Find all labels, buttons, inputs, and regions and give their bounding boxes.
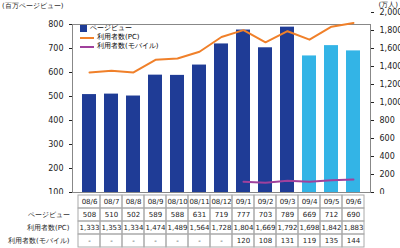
svg-text:1,474: 1,474 [145, 224, 166, 232]
svg-text:100: 100 [48, 188, 63, 194]
svg-text:600: 600 [380, 134, 395, 143]
svg-text:700: 700 [48, 44, 63, 53]
svg-text:800: 800 [380, 116, 395, 125]
svg-text:09/4: 09/4 [302, 198, 318, 206]
svg-text:777: 777 [237, 211, 250, 219]
svg-text:-: - [198, 237, 201, 245]
svg-text:800: 800 [48, 20, 63, 29]
svg-text:508: 508 [83, 211, 96, 219]
svg-text:1,728: 1,728 [211, 224, 231, 232]
svg-text:0: 0 [380, 188, 385, 194]
svg-text:690: 690 [347, 211, 360, 219]
svg-text:09/3: 09/3 [280, 198, 296, 206]
svg-text:-: - [220, 237, 223, 245]
svg-text:502: 502 [127, 211, 140, 219]
svg-text:08/12: 08/12 [211, 198, 231, 206]
html-text:(万人): (万人) [378, 1, 398, 9]
svg-text:119: 119 [303, 237, 316, 245]
svg-text:-: - [88, 237, 91, 245]
svg-text:120: 120 [237, 237, 250, 245]
svg-text:1,400: 1,400 [380, 62, 400, 71]
svg-text:600: 600 [48, 68, 63, 77]
svg-text:1,600: 1,600 [380, 44, 400, 53]
svg-text:1,842: 1,842 [321, 224, 341, 232]
svg-text:08/6: 08/6 [82, 198, 98, 206]
svg-text:135: 135 [325, 237, 338, 245]
svg-text:1,564: 1,564 [189, 224, 210, 232]
html-text:利用者数(モバイル): 利用者数(モバイル) [97, 42, 159, 50]
svg-text:300: 300 [48, 140, 63, 149]
svg-text:400: 400 [48, 116, 63, 125]
svg-text:200: 200 [380, 170, 395, 179]
svg-text:631: 631 [193, 211, 206, 219]
svg-text:1,000: 1,000 [380, 98, 400, 107]
svg-text:-: - [110, 237, 113, 245]
svg-text:08/11: 08/11 [189, 198, 209, 206]
svg-text:08/10: 08/10 [167, 198, 187, 206]
svg-text:703: 703 [259, 211, 272, 219]
svg-text:589: 589 [149, 211, 162, 219]
svg-text:-: - [154, 237, 157, 245]
svg-text:1,489: 1,489 [167, 224, 187, 232]
svg-text:08/7: 08/7 [104, 198, 120, 206]
svg-text:669: 669 [303, 211, 316, 219]
html-text:ページビュー: ページビュー [90, 24, 132, 32]
svg-text:712: 712 [325, 211, 338, 219]
svg-text:09/2: 09/2 [258, 198, 274, 206]
svg-text:-: - [176, 237, 179, 245]
svg-text:1,804: 1,804 [233, 224, 254, 232]
svg-text:1,698: 1,698 [299, 224, 319, 232]
svg-text:-: - [132, 237, 135, 245]
svg-text:719: 719 [215, 211, 228, 219]
svg-text:200: 200 [48, 164, 63, 173]
svg-text:08/8: 08/8 [126, 198, 142, 206]
svg-text:108: 108 [259, 237, 272, 245]
svg-text:144: 144 [347, 237, 361, 245]
svg-text:510: 510 [105, 211, 118, 219]
svg-text:09/1: 09/1 [236, 198, 252, 206]
svg-text:利用者数(モバイル): 利用者数(モバイル) [8, 237, 70, 245]
svg-text:08/9: 08/9 [148, 198, 164, 206]
html-text:利用者数(PC): 利用者数(PC) [97, 33, 140, 41]
svg-text:1,334: 1,334 [123, 224, 144, 232]
svg-text:131: 131 [281, 237, 294, 245]
html-text:(百万ページビュー): (百万ページビュー) [2, 2, 64, 10]
svg-text:1,353: 1,353 [101, 224, 121, 232]
svg-text:500: 500 [48, 92, 63, 101]
svg-text:400: 400 [380, 152, 395, 161]
svg-text:09/6: 09/6 [346, 198, 362, 206]
svg-text:利用者数(PC): 利用者数(PC) [27, 224, 70, 232]
svg-text:1,333: 1,333 [79, 224, 99, 232]
svg-text:1,669: 1,669 [255, 224, 275, 232]
svg-text:1,883: 1,883 [343, 224, 363, 232]
svg-text:588: 588 [171, 211, 184, 219]
svg-text:1,800: 1,800 [380, 26, 400, 35]
svg-text:789: 789 [281, 211, 294, 219]
svg-text:2,000: 2,000 [380, 8, 400, 17]
svg-text:1,792: 1,792 [277, 224, 297, 232]
svg-text:09/5: 09/5 [324, 198, 340, 206]
svg-text:1,200: 1,200 [380, 80, 400, 89]
svg-text:ページビュー: ページビュー [28, 211, 70, 219]
